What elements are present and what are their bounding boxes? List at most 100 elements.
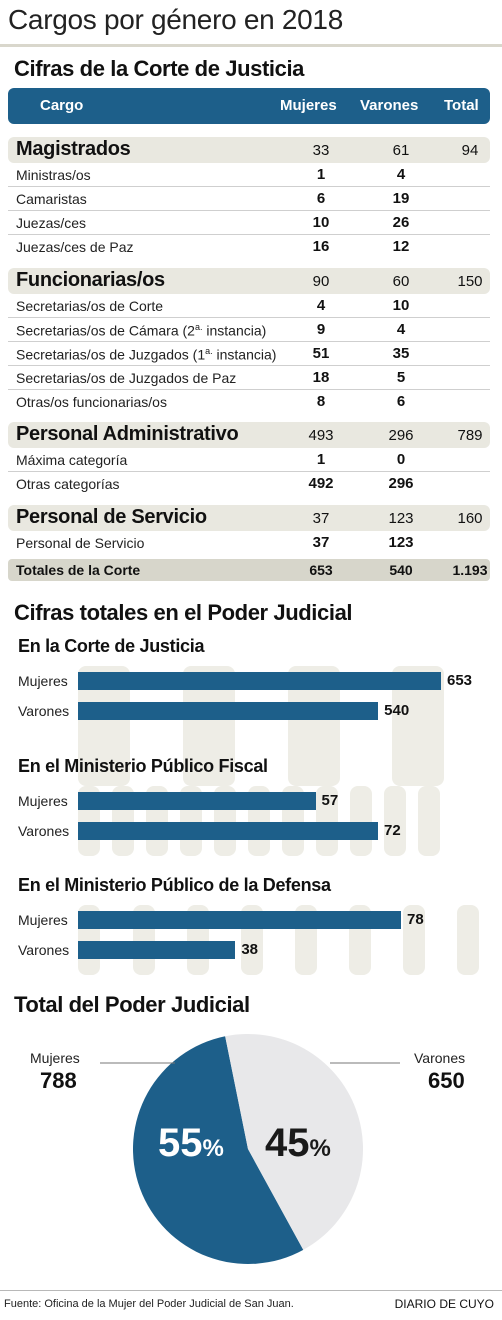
row-mujeres: 4 xyxy=(316,297,326,314)
row-name: Juezas/ces de Paz xyxy=(16,239,134,255)
table-row: Ministras/os 1 4 xyxy=(8,163,490,187)
row-mujeres: 16 xyxy=(312,238,330,255)
group-mujeres: 90 xyxy=(312,273,330,290)
table-row: Otras/os funcionarias/os 8 6 xyxy=(8,390,490,414)
row-varones: 19 xyxy=(392,190,410,207)
row-mujeres: 51 xyxy=(312,345,330,362)
table-row: Juezas/ces 10 26 xyxy=(8,211,490,235)
table-row: Máxima categoría 1 0 xyxy=(8,448,490,472)
row-varones: 0 xyxy=(396,451,406,468)
grid-column xyxy=(403,905,425,975)
bars-section-title: Cifras totales en el Poder Judicial xyxy=(14,600,353,625)
row-mujeres: 1 xyxy=(316,451,326,468)
brand-name: DIARIO DE CUYO xyxy=(394,1297,494,1311)
row-name: Camaristas xyxy=(16,191,87,207)
group-row-administrativo: Personal Administrativo 493 296 789 xyxy=(8,422,490,448)
bar-mujeres xyxy=(78,672,441,690)
grid-column xyxy=(418,786,440,856)
table-row: Secretarias/os de Corte 4 10 xyxy=(8,294,490,318)
bar-mujeres xyxy=(78,792,316,810)
row-varones: 296 xyxy=(388,475,414,492)
group-varones: 123 xyxy=(388,510,414,527)
row-mujeres: 37 xyxy=(312,534,330,551)
bar-value-label: 57 xyxy=(321,792,339,809)
table-row: Camaristas 6 19 xyxy=(8,187,490,211)
row-mujeres: 6 xyxy=(316,190,326,207)
header-cargo: Cargo xyxy=(40,97,84,114)
pie-value-varones: 650 xyxy=(428,1068,465,1093)
table-row: Otras categorías 492 296 xyxy=(8,472,490,496)
bar-category-label: Mujeres xyxy=(18,673,68,689)
bar-value-label: 78 xyxy=(407,911,424,928)
totals-name: Totales de la Corte xyxy=(16,562,141,578)
row-mujeres: 10 xyxy=(312,214,330,231)
bar-value-label: 72 xyxy=(384,822,401,839)
bar-chart-title: En la Corte de Justicia xyxy=(18,636,205,656)
group-varones: 60 xyxy=(392,273,410,290)
grid-column xyxy=(350,786,372,856)
bar-category-label: Varones xyxy=(18,942,70,958)
bar-value-label: 540 xyxy=(384,702,410,719)
pie-slice-varones xyxy=(225,1034,364,1250)
bar-chart-title: En el Ministerio Público de la Defensa xyxy=(18,875,331,895)
totals-mujeres: 653 xyxy=(309,562,333,578)
group-row-funcionarias: Funcionarias/os 90 60 150 xyxy=(8,268,490,294)
row-mujeres: 1 xyxy=(316,166,326,183)
pie-chart: 55% 45% xyxy=(100,1034,400,1264)
table-row: Secretarias/os de Juzgados de Paz 18 5 xyxy=(8,366,490,390)
group-varones: 296 xyxy=(388,427,414,444)
row-name: Secretarias/os de Cámara (2a. instancia) xyxy=(16,322,267,339)
grid-column xyxy=(457,905,479,975)
row-varones: 35 xyxy=(392,345,410,362)
totals-varones: 540 xyxy=(389,562,413,578)
group-name: Personal de Servicio xyxy=(16,506,207,528)
table-row: Juezas/ces de Paz 16 12 xyxy=(8,235,490,259)
row-varones: 4 xyxy=(396,321,406,338)
pie-value-mujeres: 788 xyxy=(40,1068,77,1093)
pie-slice-mujeres xyxy=(133,1036,304,1264)
row-varones: 26 xyxy=(392,214,410,231)
pie-percent-label: 55% xyxy=(158,1121,224,1165)
table-section-title: Cifras de la Corte de Justicia xyxy=(14,56,304,81)
bar-category-label: Mujeres xyxy=(18,912,68,928)
group-total: 94 xyxy=(461,142,479,159)
row-varones: 12 xyxy=(392,238,410,255)
bar-mujeres xyxy=(78,911,401,929)
group-name: Funcionarias/os xyxy=(16,269,165,291)
title-divider xyxy=(0,44,502,47)
group-total: 789 xyxy=(457,427,483,444)
table-header: Cargo Mujeres Varones Total xyxy=(8,88,490,124)
row-mujeres: 492 xyxy=(308,475,334,492)
row-name: Máxima categoría xyxy=(16,452,128,468)
source-note: Fuente: Oficina de la Mujer del Poder Ju… xyxy=(4,1298,294,1310)
group-total: 150 xyxy=(457,273,483,290)
row-mujeres: 8 xyxy=(316,393,326,410)
row-name: Secretarias/os de Juzgados de Paz xyxy=(16,370,237,386)
group-mujeres: 493 xyxy=(308,427,334,444)
group-name: Magistrados xyxy=(16,138,131,160)
row-varones: 10 xyxy=(392,297,410,314)
group-mujeres: 33 xyxy=(312,142,330,159)
row-name: Otras/os funcionarias/os xyxy=(16,394,167,410)
row-name: Otras categorías xyxy=(16,476,120,492)
row-name: Ministras/os xyxy=(16,167,91,183)
grid-column xyxy=(384,786,406,856)
row-varones: 6 xyxy=(396,393,406,410)
bar-value-label: 653 xyxy=(447,672,473,689)
bar-value-label: 38 xyxy=(241,941,259,958)
group-row-servicio: Personal de Servicio 37 123 160 xyxy=(8,505,490,531)
bar-category-label: Mujeres xyxy=(18,793,68,809)
group-total: 160 xyxy=(457,510,483,527)
table-row: Secretarias/os de Juzgados (1a. instanci… xyxy=(8,342,490,366)
header-varones: Varones xyxy=(360,97,419,114)
row-name: Secretarias/os de Juzgados (1a. instanci… xyxy=(16,346,277,363)
bar-varones xyxy=(78,941,236,959)
totals-total: 1.193 xyxy=(452,562,488,578)
row-mujeres: 9 xyxy=(316,321,326,338)
row-varones: 5 xyxy=(396,369,406,386)
row-mujeres: 18 xyxy=(312,369,330,386)
pie-section-title: Total del Poder Judicial xyxy=(14,992,250,1017)
bar-category-label: Varones xyxy=(18,823,70,839)
footer-divider xyxy=(0,1290,502,1291)
header-mujeres: Mujeres xyxy=(280,97,337,114)
